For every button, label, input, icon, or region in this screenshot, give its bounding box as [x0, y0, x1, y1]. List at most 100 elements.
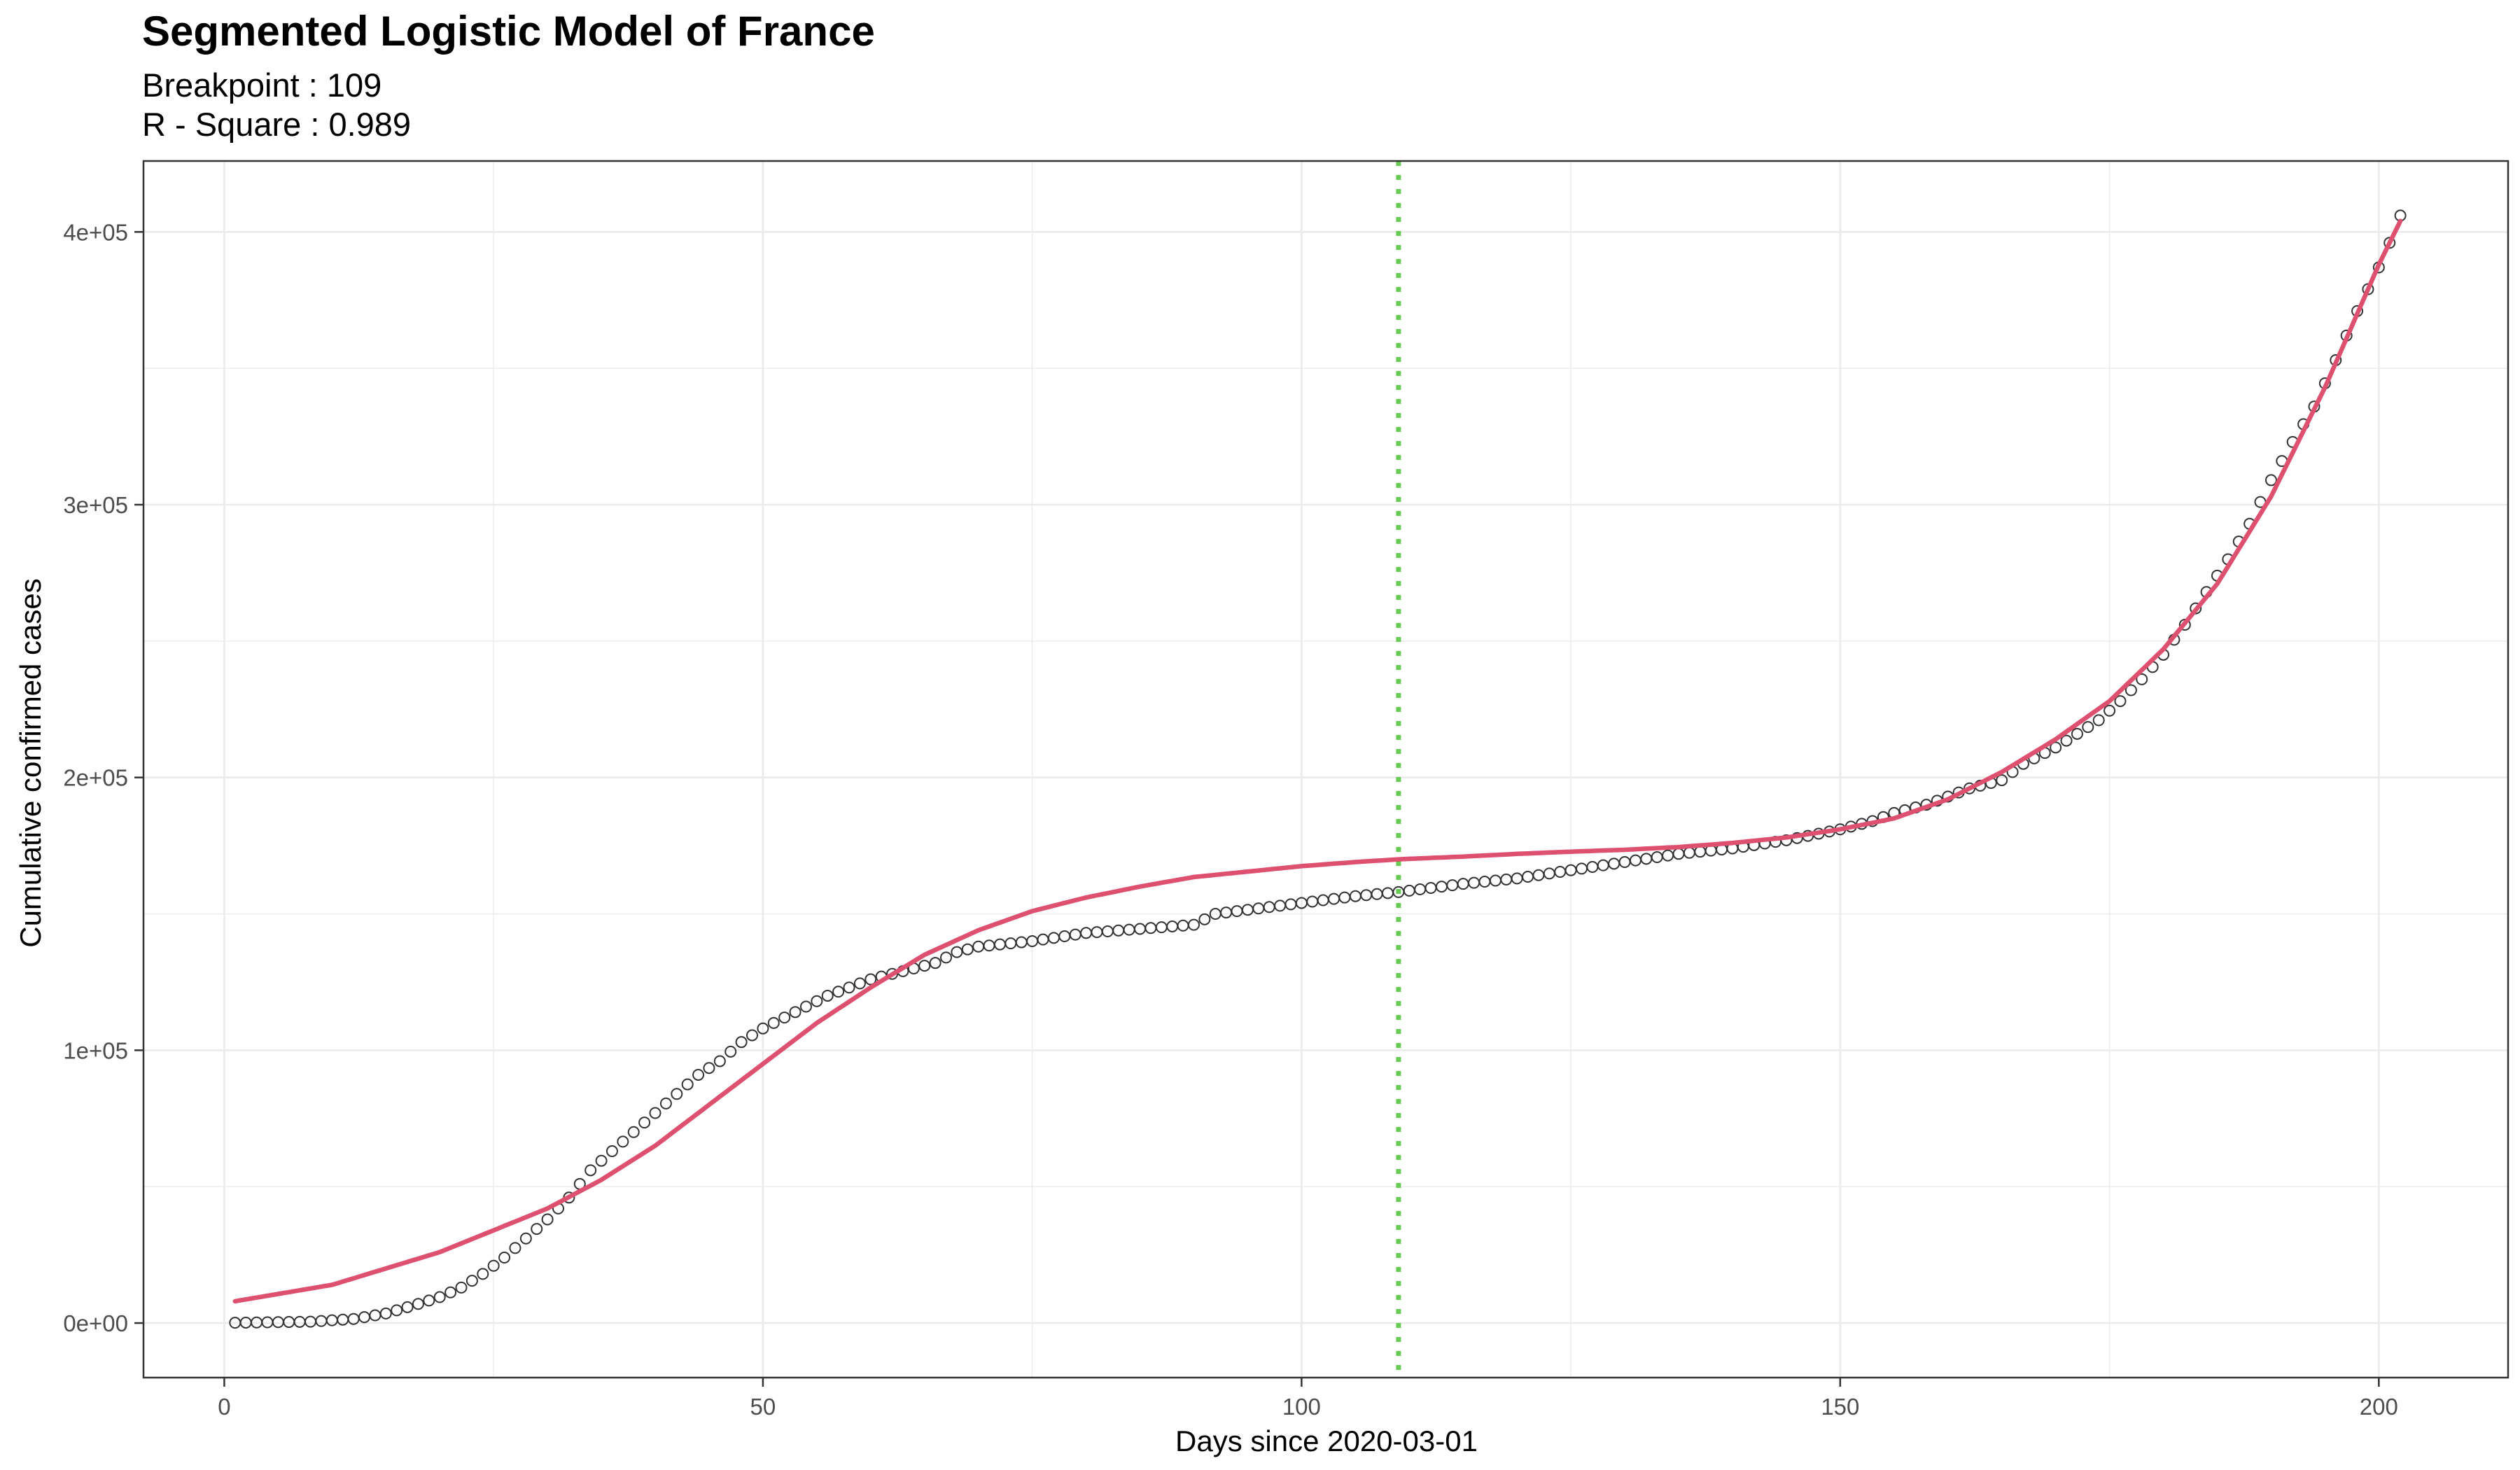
data-point — [1123, 923, 1135, 936]
data-point — [993, 938, 1006, 951]
data-point — [1554, 866, 1567, 878]
x-axis: 0 50 100 150 200 — [218, 1378, 2398, 1420]
data-point — [1349, 890, 1362, 902]
data-point — [1618, 855, 1631, 868]
data-point — [2114, 695, 2127, 708]
data-point — [1080, 927, 1093, 939]
data-point — [918, 960, 931, 972]
data-point — [315, 1315, 328, 1327]
data-point — [487, 1259, 500, 1272]
data-point — [1597, 859, 1609, 872]
data-point — [2071, 727, 2083, 740]
r-square-subtitle: R - Square : 0.989 — [142, 106, 412, 143]
data-point — [778, 1011, 791, 1024]
data-point — [1144, 922, 1157, 934]
data-point — [541, 1213, 554, 1226]
data-point — [649, 1107, 662, 1119]
data-point — [1500, 873, 1513, 886]
data-point — [369, 1309, 382, 1322]
data-point — [2264, 474, 2277, 486]
data-point — [843, 981, 855, 994]
x-tick-label: 50 — [750, 1394, 776, 1420]
data-point — [358, 1311, 370, 1324]
data-point — [929, 957, 941, 969]
major-gridlines — [144, 161, 2508, 1378]
data-point — [1091, 926, 1103, 939]
data-point — [1274, 899, 1287, 912]
data-point — [1457, 878, 1469, 890]
data-point — [1522, 871, 1534, 883]
data-point — [423, 1294, 435, 1307]
data-point — [951, 946, 963, 958]
data-point — [1069, 928, 1082, 941]
data-point — [1101, 925, 1114, 937]
breakpoint-subtitle: Breakpoint : 109 — [142, 66, 382, 104]
data-point — [713, 1055, 726, 1068]
data-point — [465, 1275, 478, 1287]
data-point — [2124, 684, 2137, 696]
data-point — [1231, 905, 1243, 918]
y-axis: 0e+00 1e+05 2e+05 3e+05 4e+05 — [63, 219, 144, 1336]
y-tick-label: 0e+00 — [63, 1310, 128, 1336]
data-point — [767, 1016, 780, 1029]
data-point — [627, 1126, 640, 1138]
y-tick-label: 1e+05 — [63, 1037, 128, 1063]
data-point — [724, 1045, 737, 1058]
data-point — [1694, 846, 1707, 858]
data-point — [1187, 918, 1200, 931]
data-point — [1263, 901, 1275, 913]
data-point — [692, 1068, 705, 1081]
data-point — [2050, 741, 2062, 754]
data-point — [1640, 853, 1653, 865]
data-point — [1134, 923, 1147, 935]
panel-border — [142, 160, 2510, 1379]
data-point — [1435, 881, 1448, 893]
data-point — [433, 1291, 446, 1303]
data-point — [1468, 876, 1480, 889]
data-point — [638, 1116, 651, 1129]
data-point — [1004, 937, 1017, 950]
data-point — [1015, 936, 1028, 948]
data-point — [864, 973, 877, 986]
data-point — [1403, 884, 1415, 897]
data-point — [703, 1062, 715, 1074]
data-point — [1586, 861, 1599, 874]
data-point — [799, 1000, 812, 1013]
data-point — [283, 1316, 295, 1329]
data-point — [455, 1281, 468, 1294]
data-point — [1446, 879, 1459, 892]
data-point — [444, 1286, 457, 1298]
data-point — [1532, 869, 1545, 881]
data-point — [853, 977, 866, 990]
data-point — [1058, 930, 1071, 942]
data-point — [961, 943, 974, 955]
data-point — [1317, 894, 1329, 906]
data-point — [412, 1298, 424, 1310]
data-point — [1360, 889, 1373, 902]
data-point — [1252, 902, 1265, 915]
data-point — [1047, 932, 1060, 944]
data-point — [1489, 874, 1502, 887]
data-point — [746, 1029, 759, 1042]
x-tick-label: 150 — [1821, 1394, 1859, 1420]
data-point — [584, 1164, 597, 1177]
data-point — [1306, 895, 1319, 908]
y-tick-label: 2e+05 — [63, 765, 128, 791]
data-point — [293, 1315, 306, 1328]
data-point — [1112, 924, 1125, 937]
data-point — [1996, 774, 2008, 787]
data-point — [379, 1307, 392, 1320]
data-point — [1511, 872, 1523, 885]
data-point — [789, 1006, 802, 1018]
data-point — [401, 1301, 414, 1313]
observed-points — [229, 209, 2407, 1329]
data-point — [659, 1097, 672, 1110]
data-point — [1220, 906, 1233, 919]
data-point — [972, 940, 985, 953]
data-point — [821, 989, 834, 1002]
data-point — [531, 1223, 543, 1236]
data-point — [757, 1022, 769, 1035]
data-point — [1683, 846, 1695, 859]
x-tick-label: 200 — [2360, 1394, 2398, 1420]
data-point — [2092, 714, 2105, 727]
